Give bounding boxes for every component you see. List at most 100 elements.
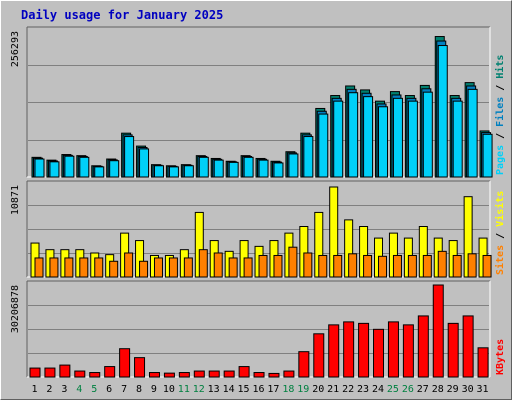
kbytes-bar: [178, 372, 190, 378]
pages-bar: [378, 106, 389, 178]
x-tick-label: 8: [136, 384, 142, 395]
kbytes-bar: [402, 324, 414, 378]
x-tick-label: 13: [208, 384, 220, 395]
kbytes-bar: [119, 348, 131, 378]
kbytes-bar: [432, 284, 444, 378]
kbytes-bar: [29, 367, 41, 378]
x-tick-label: 25: [387, 384, 399, 395]
sites-bar: [333, 254, 343, 278]
pages-bar: [198, 156, 209, 178]
pages-bar: [183, 165, 194, 178]
x-tick-label: 5: [91, 384, 97, 395]
sites-bar: [94, 257, 104, 278]
sites-bar: [34, 257, 44, 278]
x-tick-label: 23: [357, 384, 369, 395]
kbytes-bar: [134, 357, 146, 378]
legend-entry: KBytes: [495, 339, 506, 375]
kbytes-bar: [268, 372, 280, 378]
kbytes-bar: [358, 322, 370, 378]
pages-bar: [437, 45, 448, 178]
sites-bar: [407, 254, 417, 278]
x-tick-label: 2: [46, 384, 52, 395]
legend-entry: Hits: [494, 55, 506, 79]
pages-bar: [467, 88, 478, 178]
kbytes-bar: [89, 372, 101, 378]
sites-bar: [243, 257, 253, 278]
kbytes-bar: [163, 372, 175, 378]
kbytes-bar: [148, 372, 160, 378]
legend-separator: /: [495, 79, 506, 97]
pages-bar: [213, 159, 224, 178]
sites-bar: [392, 254, 402, 278]
x-tick-label: 12: [193, 384, 205, 395]
kbytes-bar: [44, 367, 56, 378]
legend-separator: /: [495, 127, 506, 145]
x-tick-label: 6: [106, 384, 112, 395]
pages-bar: [318, 113, 329, 178]
pages-bar: [153, 165, 164, 178]
sites-bar: [168, 257, 178, 278]
pages-bar: [109, 160, 120, 178]
x-tick-label: 27: [417, 384, 429, 395]
legend-entry: Pages: [495, 145, 506, 175]
pages-bar: [363, 96, 374, 178]
x-tick-label: 14: [223, 384, 235, 395]
pages-bar: [94, 166, 105, 178]
kbytes-bar: [253, 372, 265, 378]
sites-bar: [153, 257, 163, 278]
kbytes-bar: [417, 315, 429, 378]
kbytes-bar: [462, 315, 474, 378]
legend: KBytes: [495, 339, 506, 375]
pages-bar: [482, 133, 493, 178]
kbytes-bar: [343, 321, 355, 378]
legend-separator: /: [495, 227, 506, 245]
sites-bar: [437, 250, 447, 278]
sites-bar: [273, 254, 283, 278]
sites-bar: [482, 254, 492, 278]
pages-bar: [303, 136, 314, 178]
x-tick-label: 7: [121, 384, 127, 395]
sites-bar: [64, 257, 74, 278]
x-tick-label: 31: [477, 384, 489, 395]
pages-bar: [64, 155, 75, 178]
pages-bar: [139, 148, 150, 178]
x-tick-label: 21: [327, 384, 339, 395]
x-tick-label: 29: [447, 384, 459, 395]
kbytes-bar: [283, 370, 295, 378]
x-tick-label: 10: [163, 384, 175, 395]
pages-bar: [407, 100, 418, 178]
pages-bar: [49, 161, 60, 178]
kbytes-bar: [74, 370, 86, 378]
pages-bar: [422, 91, 433, 178]
sites-bar: [124, 252, 134, 278]
legend-entry: Files: [494, 97, 506, 127]
x-tick-label: 17: [267, 384, 279, 395]
x-tick-label: 4: [76, 384, 82, 395]
kbytes-bar: [313, 333, 325, 378]
sites-bar: [109, 260, 119, 278]
pages-bar: [258, 159, 269, 178]
kbytes-bar: [193, 370, 205, 378]
sites-bar: [288, 246, 298, 278]
x-tick-label: 26: [402, 384, 414, 395]
y-tick-label: 30206878: [10, 285, 21, 333]
pages-bar: [168, 166, 179, 178]
pages-bar: [243, 156, 254, 178]
sites-bar: [467, 253, 477, 278]
legend: Pages / Files / Hits: [494, 55, 506, 175]
pages-bar: [228, 161, 239, 178]
kbytes-bar: [104, 366, 116, 378]
x-tick-label: 16: [252, 384, 264, 395]
x-tick-label: 24: [372, 384, 384, 395]
x-tick-label: 11: [178, 384, 190, 395]
legend: Sites / Visits: [494, 191, 506, 275]
sites-bar: [363, 254, 373, 278]
x-tick-label: 30: [462, 384, 474, 395]
x-tick-label: 18: [282, 384, 294, 395]
x-tick-label: 28: [432, 384, 444, 395]
x-tick-label: 3: [61, 384, 67, 395]
x-tick-label: 1: [31, 384, 37, 395]
pages-bar: [348, 92, 359, 178]
y-tick-label: 256293: [10, 31, 21, 67]
